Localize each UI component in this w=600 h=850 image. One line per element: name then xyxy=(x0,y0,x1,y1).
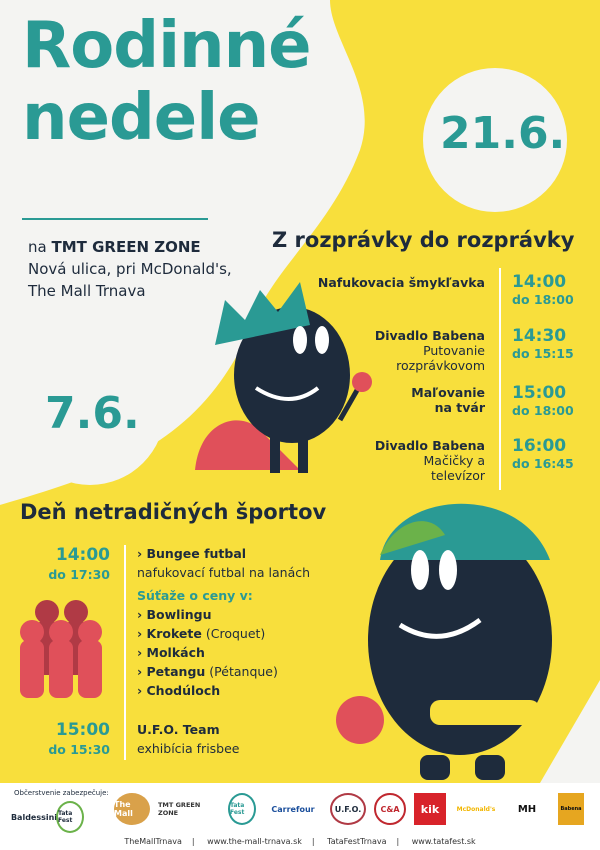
venue-mall: The Mall Trnava xyxy=(28,282,146,300)
event1-item: Maľovanie na tvár xyxy=(411,385,485,415)
event1-time: 14:00 do 18:00 xyxy=(512,272,574,307)
logo-mcdonalds: McDonald's xyxy=(456,805,496,813)
sport-item: › Bowlingu xyxy=(137,607,212,622)
venue: na TMT GREEN ZONE Nová ulica, pri McDona… xyxy=(28,236,232,302)
event2-date: 7.6. xyxy=(45,388,140,439)
event2-divider xyxy=(124,545,126,760)
logo-tatafest: Tata Fest xyxy=(228,793,256,825)
catering-label: Občerstvenie zabezpečuje: xyxy=(14,789,109,797)
logo-ca: C&A xyxy=(374,793,406,825)
logo-carrefour: Carrefour xyxy=(271,804,315,814)
sport-item: › Krokete (Croquet) xyxy=(137,626,266,641)
venue-address: Nová ulica, pri McDonald's, xyxy=(28,260,232,278)
sponsor-footer: Občerstvenie zabezpečuje: Baldessini Tat… xyxy=(0,783,600,850)
website-link-tatafest[interactable]: www.tatafest.sk xyxy=(411,837,476,846)
logo-tmt-green-zone: TMT GREEN ZONE xyxy=(158,801,201,817)
event2-time: 14:00 do 17:30 xyxy=(48,545,110,582)
event1-item: Nafukovacia šmykľavka xyxy=(317,275,485,290)
event1-item: Divadlo Babena Putovanie rozprávkovom xyxy=(374,328,485,373)
event1-divider xyxy=(499,268,501,490)
facebook-link-tatafest[interactable]: TataFestTrnava xyxy=(327,837,387,846)
logo-tatafest-catering: Tata Fest xyxy=(56,801,84,833)
logo-the-mall: The Mall xyxy=(114,793,150,825)
event1-item: Divadlo Babena Mačičky a televízor xyxy=(374,438,485,483)
date-circle-21 xyxy=(423,68,567,212)
logo-babena: Babena xyxy=(558,793,584,825)
bowling-pins-illustration xyxy=(20,600,102,698)
title-line-1: Rodinné xyxy=(22,9,312,83)
logo-ufo: U.F.O. xyxy=(330,793,366,825)
sport-item: › Petangu (Pétanque) xyxy=(137,664,278,679)
title-line-2: nedele xyxy=(22,81,261,155)
venue-name: TMT GREEN ZONE xyxy=(51,238,201,256)
event1-time: 16:00 do 16:45 xyxy=(512,436,574,471)
poster-title: Rodinné nedele xyxy=(22,9,312,155)
footer-links: TheMallTrnava | www.the-mall-trnava.sk | T… xyxy=(124,837,476,846)
website-link-mall[interactable]: www.the-mall-trnava.sk xyxy=(207,837,302,846)
sport-item: › Chodúloch xyxy=(137,683,221,698)
event1-date: 21.6. xyxy=(440,108,566,159)
divider xyxy=(22,218,208,220)
event2-time: 15:00 do 15:30 xyxy=(48,720,110,757)
logo-mh: MH xyxy=(517,803,537,815)
event2-block1: › Bungee futbal nafukovací futbal na lan… xyxy=(137,546,311,698)
event1-time: 14:30 do 15:15 xyxy=(512,326,574,361)
facebook-link-mall[interactable]: TheMallTrnava xyxy=(124,837,182,846)
event1-heading: Z rozprávky do rozprávky xyxy=(272,228,575,252)
king-mascot-illustration xyxy=(195,282,372,473)
event2-block2: U.F.O. Team exhibícia frisbee xyxy=(137,722,240,756)
event2-heading: Deň netradičných športov xyxy=(20,500,327,524)
logo-kik: kik xyxy=(414,793,446,825)
sport-item: › Molkách xyxy=(137,645,205,660)
date-circle-7 xyxy=(15,335,165,485)
event1-time: 15:00 do 18:00 xyxy=(512,383,574,418)
cap-mascot-illustration xyxy=(336,503,552,780)
venue-prefix: na xyxy=(28,238,47,256)
logo-baldessini: Baldessini xyxy=(10,812,58,822)
